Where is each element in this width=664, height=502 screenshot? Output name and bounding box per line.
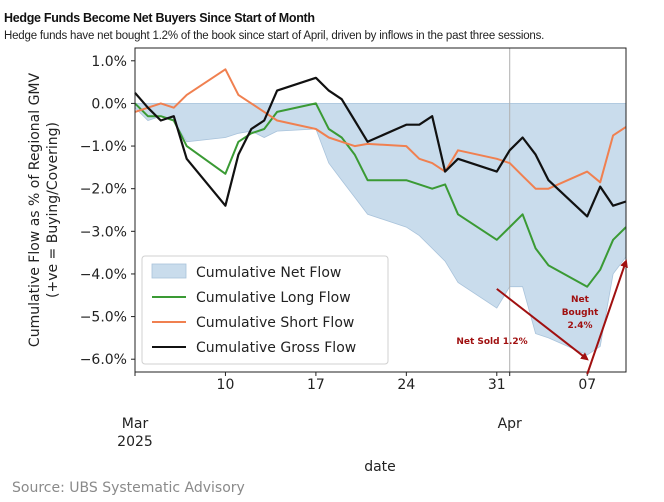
legend: Cumulative Net Flow Cumulative Long Flow C… xyxy=(141,255,389,365)
series-line-gross xyxy=(134,76,627,218)
series-line-long xyxy=(134,102,627,288)
chart-subtitle: Hedge funds have net bought 1.2% of the … xyxy=(4,30,545,42)
source-note: Source: UBS Systematic Advisory xyxy=(12,480,245,496)
y-tick-label: 1.0% xyxy=(91,54,127,70)
legend-label: Cumulative Long Flow xyxy=(196,290,351,306)
annotation-arrow xyxy=(496,288,589,361)
x-tick-label: Mar xyxy=(122,416,149,432)
x-tick-label: 10 xyxy=(217,377,235,393)
y-axis-title-line2: (+ve = Buying/Covering) xyxy=(45,122,61,298)
x-tick-label: 07 xyxy=(578,377,596,393)
y-tick-label: −4.0% xyxy=(80,267,127,283)
y-tick-label: −3.0% xyxy=(80,224,127,240)
annotation-label-net-sold: Net Sold 1.2% xyxy=(456,337,527,347)
annotation-arrow xyxy=(586,259,628,375)
y-tick-label: −5.0% xyxy=(80,310,127,326)
series-lines-layer xyxy=(134,68,627,288)
axes-layer: 1.0% 0.0% −1.0% −2.0% −3.0% −4.0% −5.0% −6.0% Ma… xyxy=(27,47,627,450)
y-tick-label: 0.0% xyxy=(91,96,127,112)
plot-frame xyxy=(134,47,627,373)
series-area-net-flow xyxy=(134,103,627,356)
x-tick-label: Apr xyxy=(498,416,522,432)
y-tick-label: −2.0% xyxy=(80,182,127,198)
net-flow-area-layer xyxy=(134,103,627,356)
x-tick-label: 24 xyxy=(397,377,415,393)
legend-swatch-area xyxy=(151,263,187,279)
series-line-short xyxy=(134,68,627,190)
chart-title: Hedge Funds Become Net Buyers Since Star… xyxy=(4,11,315,25)
x-tick-sublabel: 2025 xyxy=(117,434,153,450)
annotations-layer: Net Sold 1.2% Net Bought 2.4% xyxy=(456,259,628,375)
x-tick-label: 17 xyxy=(307,377,325,393)
legend-label: Cumulative Gross Flow xyxy=(196,340,356,356)
x-tick-label: 31 xyxy=(488,377,506,393)
legend-label: Cumulative Net Flow xyxy=(196,265,341,281)
y-tick-label: −1.0% xyxy=(80,139,127,155)
legend-label: Cumulative Short Flow xyxy=(196,315,354,331)
y-axis-title: Cumulative Flow as % of Regional GMV xyxy=(27,73,43,348)
annotation-label-net-bought: Net xyxy=(571,295,590,305)
annotation-label-net-bought: 2.4% xyxy=(568,321,593,331)
legend-box xyxy=(141,255,389,365)
y-tick-label: −6.0% xyxy=(80,352,127,368)
x-axis-title: date xyxy=(364,459,396,475)
annotation-label-net-bought: Bought xyxy=(562,308,599,318)
